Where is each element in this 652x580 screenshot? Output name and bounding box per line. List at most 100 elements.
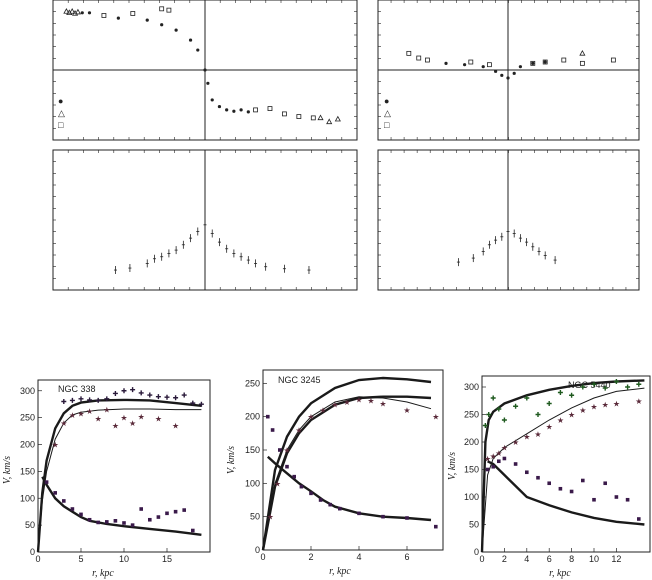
x-tick-label: 2 [308,552,313,562]
data-point-star: ★ [103,406,110,415]
data-point-fsquare [318,498,323,502]
data-point-star: ★ [283,446,290,455]
x-tick-label: 4 [524,554,529,564]
data-point-fsquare [139,507,143,511]
data-point-dot [206,81,210,85]
x-tick-label: 0 [479,554,484,564]
y-tick-label: 150 [464,465,479,475]
data-point-dot [543,60,547,64]
data-point-fsquare [558,486,563,491]
data-point-triangle [317,114,324,121]
data-point-fsquare [173,509,178,514]
data-point-star: ★ [267,513,274,522]
galaxy-name: NGC 5440 [568,380,611,390]
y-tick-label: 50 [250,512,260,522]
data-point-star: ★ [307,413,314,422]
data-point-plus [501,417,507,423]
y-tick-label: 200 [20,440,35,450]
data-point-star: ★ [355,395,362,404]
data-point-star: ★ [112,422,119,431]
data-point-square [159,6,165,12]
data-point-fsquare [270,428,275,432]
data-point-dot [145,18,149,22]
x-axis-label: r, kpc [92,568,114,579]
y-axis-label: V, km/s [447,452,458,480]
data-point-star: ★ [403,406,410,415]
y-tick-label: 200 [245,412,260,422]
data-point-plus [569,392,575,398]
data-point-star: ★ [635,397,642,406]
data-point-star: ★ [120,414,127,423]
data-point-square [542,59,548,65]
data-point-fsquare [547,481,551,486]
y-tick-label: 250 [245,378,260,388]
data-point-fsquare [70,507,75,511]
data-point-dot [116,16,120,20]
data-point-fsquare [148,517,152,522]
data-point-plus [613,379,619,384]
x-tick-label: 0 [35,554,40,564]
data-point-dot [531,61,535,65]
model-curve-thick [480,379,645,553]
data-point-fsquare [156,515,161,519]
legend-marker-triangle: △ [58,108,65,118]
data-point-dot [518,65,522,69]
data-point-dot [188,38,193,42]
y-tick-label: 0 [474,547,479,557]
data-point-star: ★ [86,407,93,416]
data-point-star: ★ [155,415,162,424]
data-point-fsquare [625,497,630,502]
data-point-fsquare [502,456,507,461]
data-point-dot [160,23,164,27]
model-curve-thick [36,398,202,553]
data-point-plus [147,392,153,398]
y-tick-label: 100 [20,493,35,503]
data-point-square [530,60,536,66]
data-point-dot [225,108,229,112]
data-point-fsquare [79,512,83,517]
data-point-star: ★ [613,400,620,409]
data-point-square [310,115,316,121]
data-point-dot [196,48,200,52]
data-point-plus [190,400,196,406]
data-point-fsquare [191,528,195,533]
model-curve-thin [262,396,432,551]
data-point-star: ★ [295,426,302,435]
data-point-star: ★ [95,415,102,424]
data-point-star: ★ [172,422,179,431]
data-point-fsquare [87,517,92,522]
data-point-plus [95,397,101,403]
model-curve-thin [37,408,202,553]
data-point-triangle [63,8,70,14]
y-tick-label: 200 [464,437,479,447]
data-point-plus [496,406,502,412]
data-point-plus [121,388,127,394]
panel-top-right-upper: ● △ □ [377,0,640,141]
data-point-fsquare [285,464,289,469]
data-point-fsquare [485,467,490,472]
model-curve-declining [487,460,645,526]
y-tick-label: 300 [20,386,35,396]
data-point-fsquare [165,511,169,516]
data-point-square [282,111,287,117]
data-point-plus [580,384,586,390]
data-point-star: ★ [546,423,553,432]
data-point-dot [217,104,222,109]
data-point-square [253,107,258,113]
data-point-fsquare [497,459,501,464]
x-tick-label: 5 [78,554,83,564]
data-point-fsquare [130,523,135,527]
panel-top-right-lower [377,149,640,291]
data-point-star: ★ [568,411,575,420]
panel-bottom-ngc3245: NGC 3245 0 2 4 6 0 50 100 150 200 250 ★ ★ ★ ★ ★ ★ ★ ★ ★ ★ ★… [226,369,444,577]
data-point-star: ★ [60,419,67,428]
data-point-fsquare [569,489,574,494]
data-point-dot [444,61,448,65]
data-point-plus [591,381,597,387]
data-point-plus [104,396,110,402]
data-point-fsquare [338,506,342,511]
x-tick-label: 8 [569,554,574,564]
data-point-fsquare [581,478,585,483]
data-point-fsquare [405,516,409,520]
